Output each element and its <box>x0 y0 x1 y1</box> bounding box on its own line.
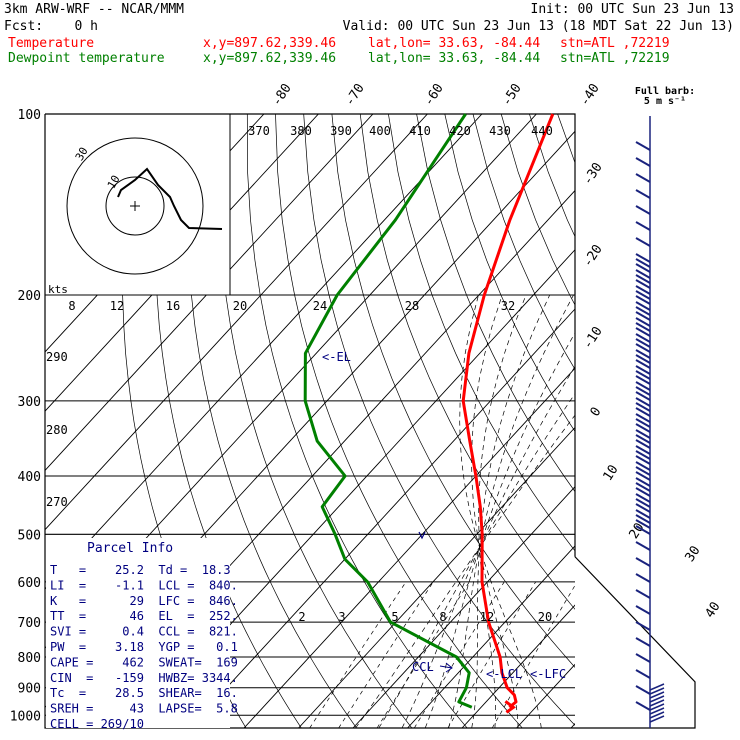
parcel-info-title: Parcel Info <box>87 541 173 556</box>
pressure-label: 200 <box>18 289 41 304</box>
speed-label: 28 <box>405 299 419 313</box>
forecast-hour: Fcst: 0 h <box>4 19 98 34</box>
pressure-label: 400 <box>18 470 41 485</box>
init-time: Init: 00 UTC Sun 23 Jun 13 <box>530 2 735 17</box>
temperature-profile <box>461 113 555 709</box>
parcel-info-row: CAPE = 462 SWEAT= 169 <box>50 655 238 669</box>
theta-e-label: 370 <box>248 124 270 138</box>
pressure-label: 800 <box>18 651 41 666</box>
speed-label: 32 <box>501 299 515 313</box>
hodograph-ring <box>105 176 165 236</box>
model-title: 3km ARW-WRF -- NCAR/MMM <box>4 2 185 17</box>
parcel-info-row: K = 29 LFC = 846. <box>50 594 238 608</box>
pressure-label: 500 <box>18 528 41 543</box>
temperature-tick-label: 20 <box>627 520 648 541</box>
theta-e-label: 440 <box>531 124 553 138</box>
mixing-ratio-label: 20 <box>538 610 552 624</box>
mixing-ratio-label: 2 <box>298 610 305 624</box>
parcel-info-row: SREH = 43 LAPSE= 5.8 <box>50 702 238 716</box>
dew-legend-latlon: lat,lon= 33.63, -84.44 <box>368 51 541 66</box>
temperature-tick-label: -60 <box>421 81 446 109</box>
temperature-tick-label: -40 <box>577 81 602 109</box>
theta-e-label: 420 <box>449 124 471 138</box>
speed-label: 20 <box>233 299 247 313</box>
temperature-tick-label: -20 <box>580 242 605 270</box>
temperature-tick-label: -30 <box>580 160 605 188</box>
pressure-label: 100 <box>18 108 41 123</box>
dew-legend-xy: x,y=897.62,339.46 <box>203 51 337 66</box>
theta-e-label: 390 <box>330 124 352 138</box>
hodograph-trace <box>117 167 223 230</box>
pressure-label: 700 <box>18 616 41 631</box>
pressure-label: 300 <box>18 395 41 410</box>
pressure-label: 600 <box>18 576 41 591</box>
hodo-kts-label: kts <box>48 283 68 296</box>
valid-time: Valid: 00 UTC Sun 23 Jun 13 (18 MDT Sat … <box>342 19 734 34</box>
hodograph-ring <box>66 137 204 275</box>
barb-legend-line1: Full barb: <box>635 86 695 97</box>
speed-label: 12 <box>110 299 124 313</box>
temperature-tick-label: -10 <box>580 324 605 352</box>
temp-legend-latlon: lat,lon= 33.63, -84.44 <box>368 36 541 51</box>
el-marker: <-EL <box>322 350 351 364</box>
parcel-info-row: TT = 46 EL = 252. <box>50 609 238 623</box>
speed-label: 16 <box>166 299 180 313</box>
theta-e-label: 400 <box>369 124 391 138</box>
lfc-marker: <-LFC <box>530 667 566 681</box>
temperature-tick-label: 30 <box>683 543 704 564</box>
theta-label: 270 <box>46 495 68 509</box>
theta-label: 280 <box>46 423 68 437</box>
temp-legend-stn: stn=ATL ,72219 <box>560 36 670 51</box>
mixing-ratio-label: 8 <box>439 610 446 624</box>
dew-legend-stn: stn=ATL ,72219 <box>560 51 670 66</box>
theta-label: 290 <box>46 350 68 364</box>
wind-barbs <box>635 116 665 728</box>
temp-legend-xy: x,y=897.62,339.46 <box>203 36 337 51</box>
ccl-marker: CCL <box>412 660 434 674</box>
parcel-info-row: CIN = -159 HWBZ= 3344. <box>50 671 238 685</box>
parcel-info-row: CELL = 269/10 <box>50 717 144 731</box>
theta-e-label: 380 <box>290 124 312 138</box>
temperature-tick-label: -70 <box>342 81 367 109</box>
temperature-tick-label: 10 <box>601 462 622 483</box>
temperature-tick-label: 40 <box>703 599 724 620</box>
theta-e-label: 430 <box>489 124 511 138</box>
speed-label: 24 <box>313 299 327 313</box>
parcel-info-row: LI = -1.1 LCL = 840. <box>50 578 238 592</box>
temperature-tick-label: -80 <box>269 81 294 109</box>
parcel-info-row: Tc = 28.5 SHEAR= 16. <box>50 686 238 700</box>
temperature-tick-label: 0 <box>588 405 605 420</box>
lcl-marker: <-LCL <box>486 667 522 681</box>
hodograph <box>45 114 231 295</box>
hodo-ring-label-30: 30 <box>73 145 91 163</box>
mixing-ratio-label: 3 <box>338 610 345 624</box>
pressure-label: 1000 <box>10 709 41 724</box>
parcel-info-box <box>46 538 230 728</box>
parcel-info-row: T = 25.2 Td = 18.3 <box>50 563 231 577</box>
pressure-label: 900 <box>18 682 41 697</box>
speed-label: 8 <box>68 299 75 313</box>
theta-e-label: 410 <box>409 124 431 138</box>
temperature-tick-label: -50 <box>499 81 524 109</box>
parcel-info-row: PW = 3.18 YGP = 0.1 <box>50 640 238 654</box>
dew-legend-label: Dewpoint temperature <box>8 51 165 66</box>
parcel-info-row: SVI = 0.4 CCL = 821. <box>50 625 238 639</box>
mixing-ratio-label: 5 <box>391 610 398 624</box>
barb-legend-line2: 5 m s⁻¹ <box>644 96 686 107</box>
temp-legend-label: Temperature <box>8 36 95 51</box>
dewpoint-profile <box>303 113 473 709</box>
mixing-ratio-label: 12 <box>480 610 494 624</box>
hodo-ring-label-10: 10 <box>105 173 123 191</box>
